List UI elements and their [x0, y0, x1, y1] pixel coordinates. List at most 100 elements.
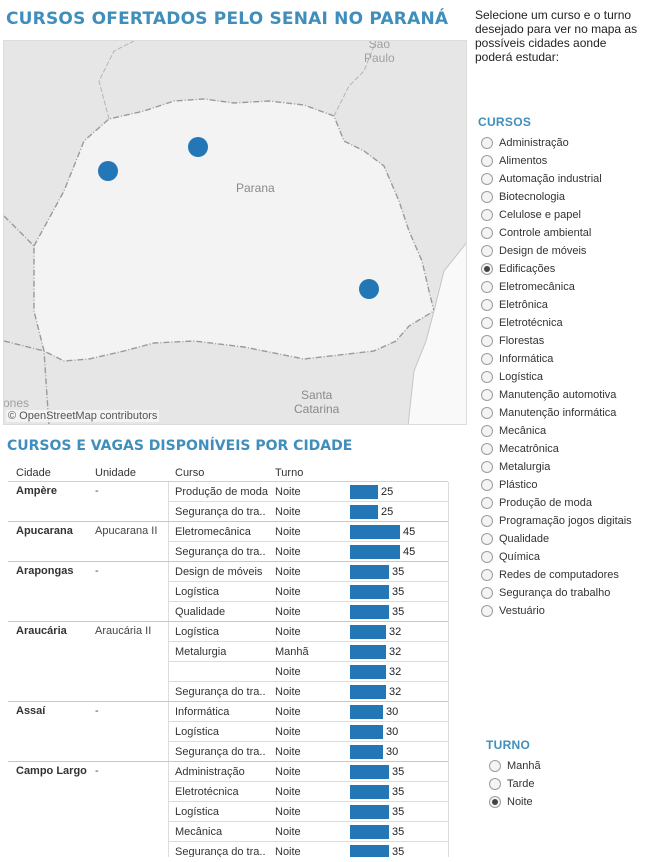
- radio-button[interactable]: [481, 407, 493, 419]
- vagas-bar[interactable]: [350, 725, 383, 739]
- radio-button[interactable]: [489, 778, 501, 790]
- cursos-option[interactable]: Qualidade: [481, 530, 632, 548]
- cursos-option[interactable]: Manutenção informática: [481, 404, 632, 422]
- cursos-option[interactable]: Design de móveis: [481, 242, 632, 260]
- cursos-option[interactable]: Metalurgia: [481, 458, 632, 476]
- cursos-option[interactable]: Alimentos: [481, 152, 632, 170]
- radio-button[interactable]: [481, 371, 493, 383]
- table-row[interactable]: Logística Noite 35: [8, 802, 468, 822]
- table-row[interactable]: Qualidade Noite 35: [8, 602, 468, 622]
- cursos-option[interactable]: Eletromecânica: [481, 278, 632, 296]
- cursos-option[interactable]: Plástico: [481, 476, 632, 494]
- table-row[interactable]: Segurança do tra.. Noite 32: [8, 682, 468, 702]
- cursos-option[interactable]: Mecânica: [481, 422, 632, 440]
- radio-button[interactable]: [481, 497, 493, 509]
- radio-button[interactable]: [481, 227, 493, 239]
- radio-button[interactable]: [481, 335, 493, 347]
- radio-button[interactable]: [481, 245, 493, 257]
- table-row[interactable]: Metalurgia Manhã 32: [8, 642, 468, 662]
- table-row[interactable]: Ampère - Produção de moda Noite 25: [8, 482, 468, 502]
- cursos-option[interactable]: Manutenção automotiva: [481, 386, 632, 404]
- vagas-bar[interactable]: [350, 485, 378, 499]
- cursos-option[interactable]: Logística: [481, 368, 632, 386]
- table-row[interactable]: Araucária Araucária II Logística Noite 32: [8, 622, 468, 642]
- radio-button[interactable]: [481, 155, 493, 167]
- radio-button[interactable]: [481, 317, 493, 329]
- radio-button[interactable]: [481, 515, 493, 527]
- table-row[interactable]: Logística Noite 30: [8, 722, 468, 742]
- cursos-option[interactable]: Florestas: [481, 332, 632, 350]
- turno-option[interactable]: Noite: [489, 793, 541, 811]
- turno-option[interactable]: Tarde: [489, 775, 541, 793]
- radio-button[interactable]: [481, 209, 493, 221]
- radio-button[interactable]: [481, 389, 493, 401]
- cursos-option[interactable]: Biotecnologia: [481, 188, 632, 206]
- cursos-option[interactable]: Eletrônica: [481, 296, 632, 314]
- radio-button[interactable]: [489, 760, 501, 772]
- vagas-bar[interactable]: [350, 685, 386, 699]
- table-row[interactable]: Noite 32: [8, 662, 468, 682]
- radio-button[interactable]: [481, 191, 493, 203]
- vagas-bar[interactable]: [350, 625, 386, 639]
- cursos-option[interactable]: Programação jogos digitais: [481, 512, 632, 530]
- table-row[interactable]: Segurança do tra.. Noite 35: [8, 842, 468, 857]
- table-row[interactable]: Segurança do tra.. Noite 45: [8, 542, 468, 562]
- city-marker[interactable]: [98, 161, 118, 181]
- map-credit[interactable]: © OpenStreetMap contributors: [6, 410, 160, 422]
- vagas-bar[interactable]: [350, 525, 400, 539]
- cursos-option[interactable]: Automação industrial: [481, 170, 632, 188]
- vagas-bar[interactable]: [350, 505, 378, 519]
- radio-button[interactable]: [481, 281, 493, 293]
- vagas-bar[interactable]: [350, 765, 389, 779]
- map-view[interactable]: São Paulo Parana Santa Catarina ones © Ope…: [3, 40, 467, 425]
- table-row[interactable]: Mecânica Noite 35: [8, 822, 468, 842]
- city-marker[interactable]: [359, 279, 379, 299]
- city-marker[interactable]: [188, 137, 208, 157]
- table-row[interactable]: Assaí - Informática Noite 30: [8, 702, 468, 722]
- table-row[interactable]: Arapongas - Design de móveis Noite 35: [8, 562, 468, 582]
- radio-button[interactable]: [481, 605, 493, 617]
- radio-button[interactable]: [481, 569, 493, 581]
- table-row[interactable]: Eletrotécnica Noite 35: [8, 782, 468, 802]
- radio-button[interactable]: [481, 353, 493, 365]
- radio-button[interactable]: [481, 173, 493, 185]
- cursos-option[interactable]: Eletrotécnica: [481, 314, 632, 332]
- table-row[interactable]: Apucarana Apucarana II Eletromecânica Noite…: [8, 522, 468, 542]
- radio-button[interactable]: [481, 461, 493, 473]
- vagas-bar[interactable]: [350, 645, 386, 659]
- vagas-bar[interactable]: [350, 665, 386, 679]
- cursos-option[interactable]: Celulose e papel: [481, 206, 632, 224]
- vagas-bar[interactable]: [350, 825, 389, 839]
- cursos-option[interactable]: Segurança do trabalho: [481, 584, 632, 602]
- cursos-option[interactable]: Mecatrônica: [481, 440, 632, 458]
- cursos-option[interactable]: Química: [481, 548, 632, 566]
- radio-button[interactable]: [481, 425, 493, 437]
- table-row[interactable]: Segurança do tra.. Noite 30: [8, 742, 468, 762]
- vagas-bar[interactable]: [350, 605, 389, 619]
- vagas-bar[interactable]: [350, 585, 389, 599]
- cursos-option[interactable]: Edificações: [481, 260, 632, 278]
- turno-option[interactable]: Manhã: [489, 757, 541, 775]
- vagas-bar[interactable]: [350, 545, 400, 559]
- table-row[interactable]: Logística Noite 35: [8, 582, 468, 602]
- vagas-bar[interactable]: [350, 785, 389, 799]
- radio-button[interactable]: [481, 299, 493, 311]
- cursos-option[interactable]: Administração: [481, 134, 632, 152]
- vagas-bar[interactable]: [350, 845, 389, 857]
- cursos-option[interactable]: Controle ambiental: [481, 224, 632, 242]
- radio-button[interactable]: [481, 263, 493, 275]
- radio-button[interactable]: [481, 443, 493, 455]
- radio-button[interactable]: [481, 137, 493, 149]
- table-row[interactable]: Campo Largo - Administração Noite 35: [8, 762, 468, 782]
- radio-button[interactable]: [481, 551, 493, 563]
- vagas-bar[interactable]: [350, 565, 389, 579]
- cursos-option[interactable]: Informática: [481, 350, 632, 368]
- radio-button[interactable]: [481, 533, 493, 545]
- table-row[interactable]: Segurança do tra.. Noite 25: [8, 502, 468, 522]
- cursos-option[interactable]: Produção de moda: [481, 494, 632, 512]
- radio-button[interactable]: [481, 479, 493, 491]
- vagas-bar[interactable]: [350, 705, 383, 719]
- vagas-bar[interactable]: [350, 805, 389, 819]
- radio-button[interactable]: [489, 796, 501, 808]
- cursos-option[interactable]: Redes de computadores: [481, 566, 632, 584]
